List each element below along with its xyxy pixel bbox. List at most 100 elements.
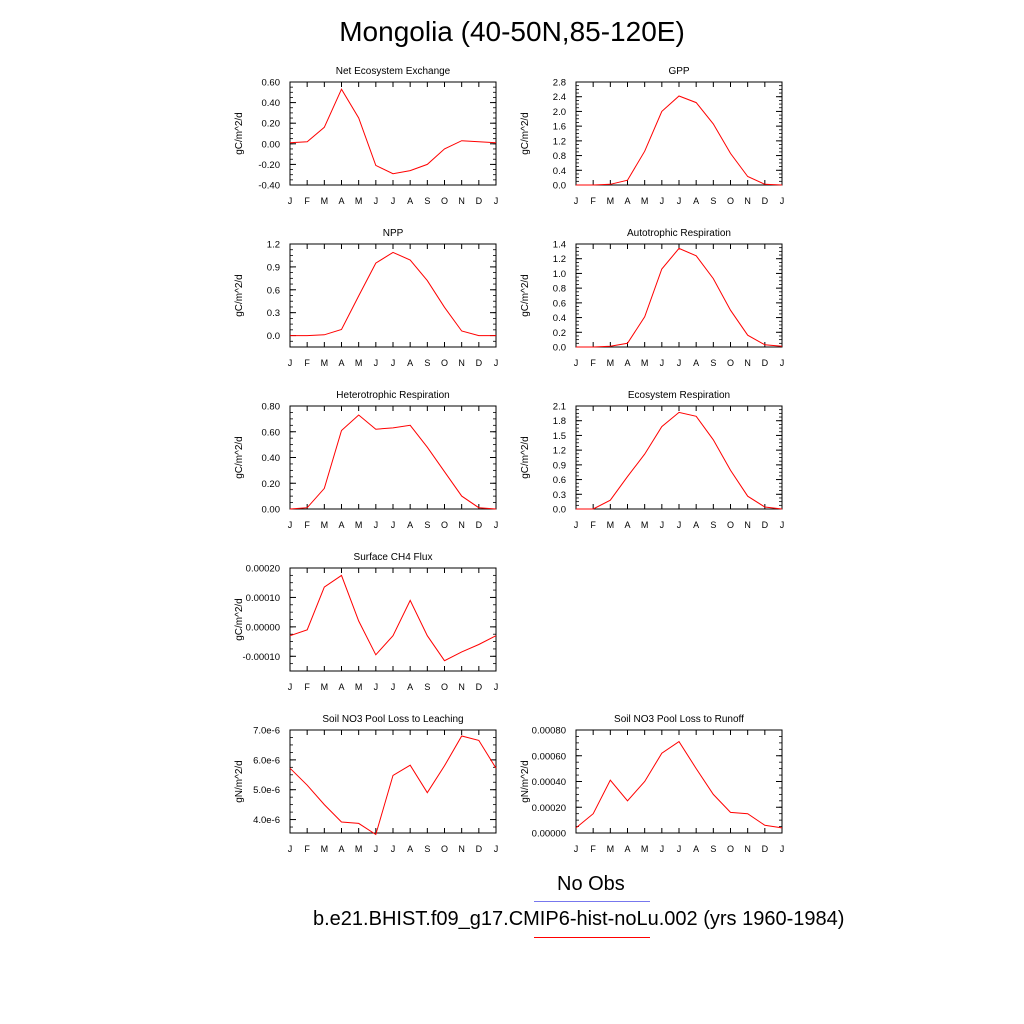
x-tick-label: J (574, 844, 579, 854)
y-tick-label: 1.2 (553, 254, 566, 265)
plot-frame (289, 405, 497, 510)
x-tick-label: A (407, 682, 413, 692)
x-tick-label: O (441, 682, 448, 692)
x-tick-label: M (607, 844, 615, 854)
x-tick-label: J (288, 682, 293, 692)
y-tick-label: 6.0e-6 (253, 755, 280, 766)
x-tick-label: J (494, 682, 499, 692)
x-tick-label: J (677, 196, 682, 206)
y-tick-label: 0.00010 (246, 593, 280, 604)
x-tick-label: A (624, 358, 630, 368)
x-tick-label: F (304, 844, 310, 854)
y-tick-label: 0.40 (262, 453, 281, 464)
x-tick-label: J (288, 844, 293, 854)
x-tick-label: J (677, 520, 682, 530)
x-tick-label: J (391, 844, 396, 854)
x-tick-label: J (780, 358, 785, 368)
plot-frame (289, 729, 497, 834)
y-tick-label: 1.5 (553, 431, 566, 442)
x-tick-label: D (762, 196, 769, 206)
x-tick-label: J (374, 196, 379, 206)
y-axis-label: gC/m^2/d (234, 274, 245, 317)
series-line (576, 247, 783, 348)
x-tick-label: J (374, 682, 379, 692)
x-tick-label: M (355, 682, 363, 692)
y-tick-label: 1.8 (553, 416, 566, 427)
x-tick-label: O (441, 844, 448, 854)
x-tick-label: M (321, 844, 329, 854)
x-tick-label: J (677, 844, 682, 854)
x-tick-label: M (607, 196, 615, 206)
x-tick-label: J (574, 196, 579, 206)
x-tick-label: J (374, 358, 379, 368)
y-tick-label: 0.00000 (532, 829, 566, 840)
x-tick-label: J (494, 844, 499, 854)
x-tick-label: J (660, 196, 665, 206)
x-tick-label: N (744, 844, 751, 854)
y-tick-label: 0.3 (267, 308, 280, 319)
y-tick-label: 0.4 (553, 166, 566, 177)
x-tick-label: J (288, 196, 293, 206)
x-tick-label: J (374, 844, 379, 854)
x-tick-label: M (321, 520, 329, 530)
x-tick-label: S (424, 358, 430, 368)
y-tick-label: 0.9 (267, 262, 280, 273)
x-tick-label: D (762, 358, 769, 368)
x-tick-label: N (458, 682, 465, 692)
y-tick-label: 0.3 (553, 490, 566, 501)
x-tick-label: N (744, 358, 751, 368)
y-tick-label: 1.4 (553, 240, 566, 251)
x-tick-label: J (677, 358, 682, 368)
x-tick-label: A (624, 196, 630, 206)
x-tick-label: M (321, 358, 329, 368)
x-tick-label: D (476, 196, 483, 206)
x-tick-label: S (710, 358, 716, 368)
plot-frame (575, 405, 783, 510)
x-tick-label: A (407, 844, 413, 854)
y-tick-label: 0.60 (262, 78, 281, 89)
x-tick-label: F (590, 358, 596, 368)
y-tick-label: -0.20 (258, 160, 280, 171)
x-tick-label: M (321, 196, 329, 206)
x-tick-label: N (744, 520, 751, 530)
y-axis-label: gC/m^2/d (520, 274, 531, 317)
y-tick-label: 0.6 (267, 285, 280, 296)
x-tick-label: J (780, 520, 785, 530)
y-tick-label: 1.2 (267, 240, 280, 251)
series-line (289, 735, 497, 836)
legend-obs-line (534, 901, 650, 902)
plot-frame (575, 81, 783, 186)
x-tick-label: J (660, 844, 665, 854)
y-tick-label: 1.2 (553, 136, 566, 147)
series-line (290, 251, 496, 337)
y-axis-label: gC/m^2/d (234, 436, 245, 479)
x-tick-label: J (494, 196, 499, 206)
chart-title: Heterotrophic Respiration (336, 390, 449, 401)
y-axis-label: gN/m^2/d (234, 760, 245, 803)
x-tick-label: F (304, 358, 310, 368)
y-tick-label: 2.8 (553, 78, 566, 89)
x-tick-label: J (288, 520, 293, 530)
x-tick-label: J (494, 358, 499, 368)
x-tick-label: M (355, 520, 363, 530)
y-tick-label: 0.00040 (532, 777, 566, 788)
x-tick-label: J (391, 682, 396, 692)
x-tick-label: S (710, 196, 716, 206)
x-tick-label: M (641, 844, 649, 854)
x-tick-label: J (288, 358, 293, 368)
plot-frame (575, 729, 783, 834)
y-axis-label: gC/m^2/d (234, 598, 245, 641)
y-tick-label: 0.8 (553, 151, 566, 162)
x-tick-label: S (424, 844, 430, 854)
x-tick-label: O (727, 196, 734, 206)
x-tick-label: A (407, 520, 413, 530)
x-tick-label: F (304, 196, 310, 206)
y-tick-label: 0.00 (262, 505, 281, 516)
chart-panel: Soil NO3 Pool Loss to Leaching gN/m^2/d J F… (234, 714, 498, 854)
